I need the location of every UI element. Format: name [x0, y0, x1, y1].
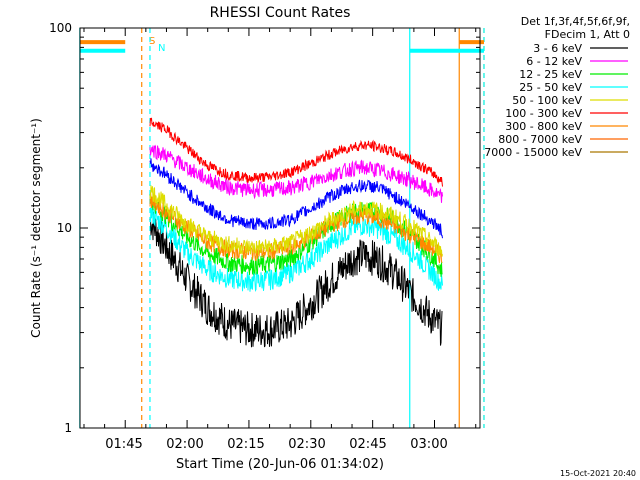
marker-label-s: S: [149, 36, 155, 47]
x-tick-label-0230: 02:30: [288, 437, 325, 452]
legend-label-2: 12 - 25 keV: [519, 68, 582, 81]
y-axis-label: Count Rate (s⁻¹ detector segment⁻¹): [29, 118, 43, 338]
series-line-1: [149, 144, 443, 203]
legend-label-6: 300 - 800 keV: [505, 120, 582, 133]
x-tick-label-0245: 02:45: [349, 437, 386, 452]
series-line-4: [149, 185, 443, 257]
series-line-blue: [149, 158, 443, 239]
y-tick-label-100: 100: [49, 21, 72, 35]
legend-label-3: 25 - 50 keV: [519, 81, 582, 94]
series-line-3: [149, 205, 443, 292]
chart-title: RHESSI Count Rates: [210, 5, 351, 21]
legend-label-8: 7000 - 15000 keV: [484, 146, 582, 159]
x-axis-label: Start Time (20-Jun-06 01:34:02): [176, 457, 384, 472]
legend-label-4: 50 - 100 keV: [512, 94, 582, 107]
legend-label-1: 6 - 12 keV: [526, 55, 582, 68]
timestamp: 15-Oct-2021 20:40: [560, 469, 636, 478]
series-line-6: [149, 192, 443, 264]
legend-label-7: 800 - 7000 keV: [498, 133, 582, 146]
legend-title-line-1: Det 1f,3f,4f,5f,6f,9f,: [521, 15, 630, 28]
plot-area: [79, 27, 485, 429]
marker-label-n: N: [158, 43, 165, 54]
x-tick-label-0300: 03:00: [410, 437, 447, 452]
legend-label-5: 100 - 300 keV: [505, 107, 582, 120]
series-line-0: [149, 211, 443, 348]
legend-label-0: 3 - 6 keV: [533, 42, 582, 55]
x-tick-label-0145: 01:45: [105, 437, 142, 452]
x-tick-label-0215: 02:15: [227, 437, 264, 452]
legend-title-line-2: FDecim 1, Att 0: [545, 28, 630, 41]
x-tick-label-0200: 02:00: [166, 437, 203, 452]
y-tick-label-1: 1: [64, 421, 72, 435]
y-tick-label-10: 10: [57, 221, 72, 235]
series-line-5: [149, 117, 443, 187]
